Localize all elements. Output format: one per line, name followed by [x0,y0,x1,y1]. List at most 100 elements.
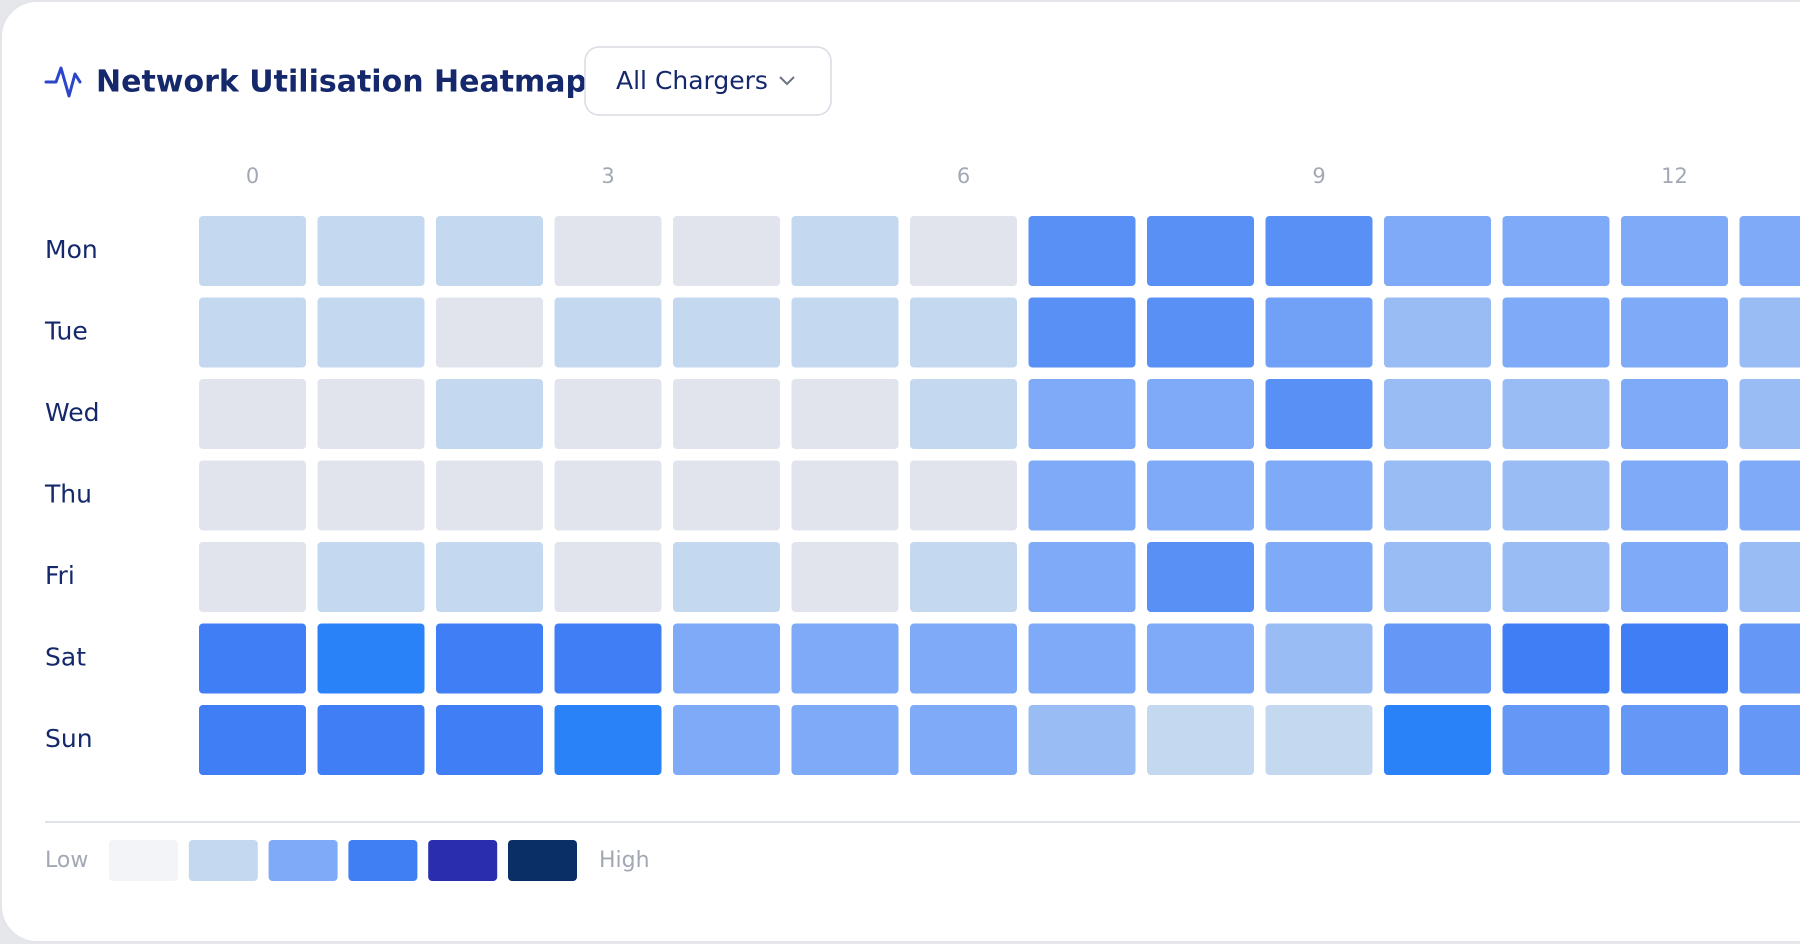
x-tick-label: 12 [1661,164,1688,188]
heat-cell [317,297,425,368]
heat-cell [1028,216,1136,286]
dropdown-box[interactable] [584,46,832,116]
y-tick-label: Mon [45,235,98,264]
heat-cell [1147,297,1254,368]
y-tick-label: Fri [45,561,75,590]
heat-cell [1265,379,1373,449]
heat-cell [1384,379,1491,449]
heat-cell [554,705,662,775]
heat-cell [1265,460,1373,531]
legend-swatch [268,840,338,881]
pulse-icon [44,66,82,98]
heat-cell [910,705,1017,775]
heat-cell [554,216,662,286]
heat-cell [554,623,662,694]
heat-cell [673,297,780,368]
heatmap-grid: 0 3 6 9 12 Mon Tue Wed Thu Fri Sat Sun [44,164,1800,775]
heat-cell [1621,297,1728,368]
legend-swatch [348,840,418,881]
heat-cell [436,460,543,531]
heat-cell [910,379,1017,449]
heat-cell [1265,216,1373,286]
heat-cell [1621,623,1728,694]
y-tick-label: Thu [44,480,92,509]
heat-cell [554,542,662,612]
heat-cell [673,623,780,694]
heat-cell [317,460,425,531]
chart-title: Network Utilisation Heatmap [96,65,587,100]
heat-cell [436,216,543,286]
heat-cell [1739,705,1800,775]
heat-cell [436,705,543,775]
heat-cell [1028,705,1136,775]
heat-cell [1384,297,1491,368]
heat-cell [910,297,1017,368]
heat-cell [1384,542,1491,612]
heat-cell [1028,542,1136,612]
charger-dropdown[interactable]: All Chargers [584,46,832,116]
legend-swatch [428,840,498,881]
heat-cell [317,542,425,612]
heat-cell [1502,623,1610,694]
heat-cell [1502,460,1610,531]
heat-cell [1502,216,1610,286]
heat-cell [791,460,899,531]
heat-cell [1621,705,1728,775]
heat-cell [673,379,780,449]
heat-cell [791,297,899,368]
heat-cell [317,705,425,775]
heat-cell [554,379,662,449]
heat-cell [1502,542,1610,612]
heat-cell [673,705,780,775]
y-tick-label: Tue [44,317,88,346]
dropdown-label[interactable]: All Chargers [616,66,768,95]
y-tick-label: Sun [45,724,93,753]
x-tick-label: 3 [601,164,614,188]
chevron[interactable] [779,76,795,86]
heat-cell [1265,705,1373,775]
heat-cell [436,379,543,449]
heat-cell [1265,542,1373,612]
heat-cell [1028,623,1136,694]
heat-cell [673,542,780,612]
heat-cell [1502,297,1610,368]
heat-cell [1384,216,1491,286]
x-tick-label: 9 [1312,164,1325,188]
heat-cell [1739,542,1800,612]
heat-cell [910,623,1017,694]
heat-cell [1739,216,1800,286]
x-tick-label: 6 [957,164,970,188]
heat-cell [1147,542,1254,612]
heat-cell [199,705,306,775]
heat-cell [1621,216,1728,286]
legend-low: Low [45,848,88,873]
heat-cell [1028,297,1136,368]
heat-cell [1147,460,1254,531]
heat-cell [1739,297,1800,368]
heat-cell [1621,542,1728,612]
legend-high: High [599,848,650,873]
legend-swatch [188,840,258,881]
heat-cell [1621,379,1728,449]
heat-cell [673,216,780,286]
heat-cell [317,379,425,449]
heat-cell [791,542,899,612]
heat-cell [199,216,306,286]
legend-swatch [109,840,178,881]
heat-cell [1739,460,1800,531]
heat-cell [1739,623,1800,694]
x-tick-label: 0 [246,164,259,188]
heat-cell [791,705,899,775]
y-tick-label: Sat [45,643,86,672]
heat-cell [1384,705,1491,775]
heat-cell [1028,379,1136,449]
heat-cell [436,297,543,368]
heat-cell [1147,216,1254,286]
legend-swatch [508,840,577,881]
heat-cell [1502,705,1610,775]
heat-cell [1147,379,1254,449]
heat-cell [436,623,543,694]
y-tick-label: Wed [45,398,100,427]
